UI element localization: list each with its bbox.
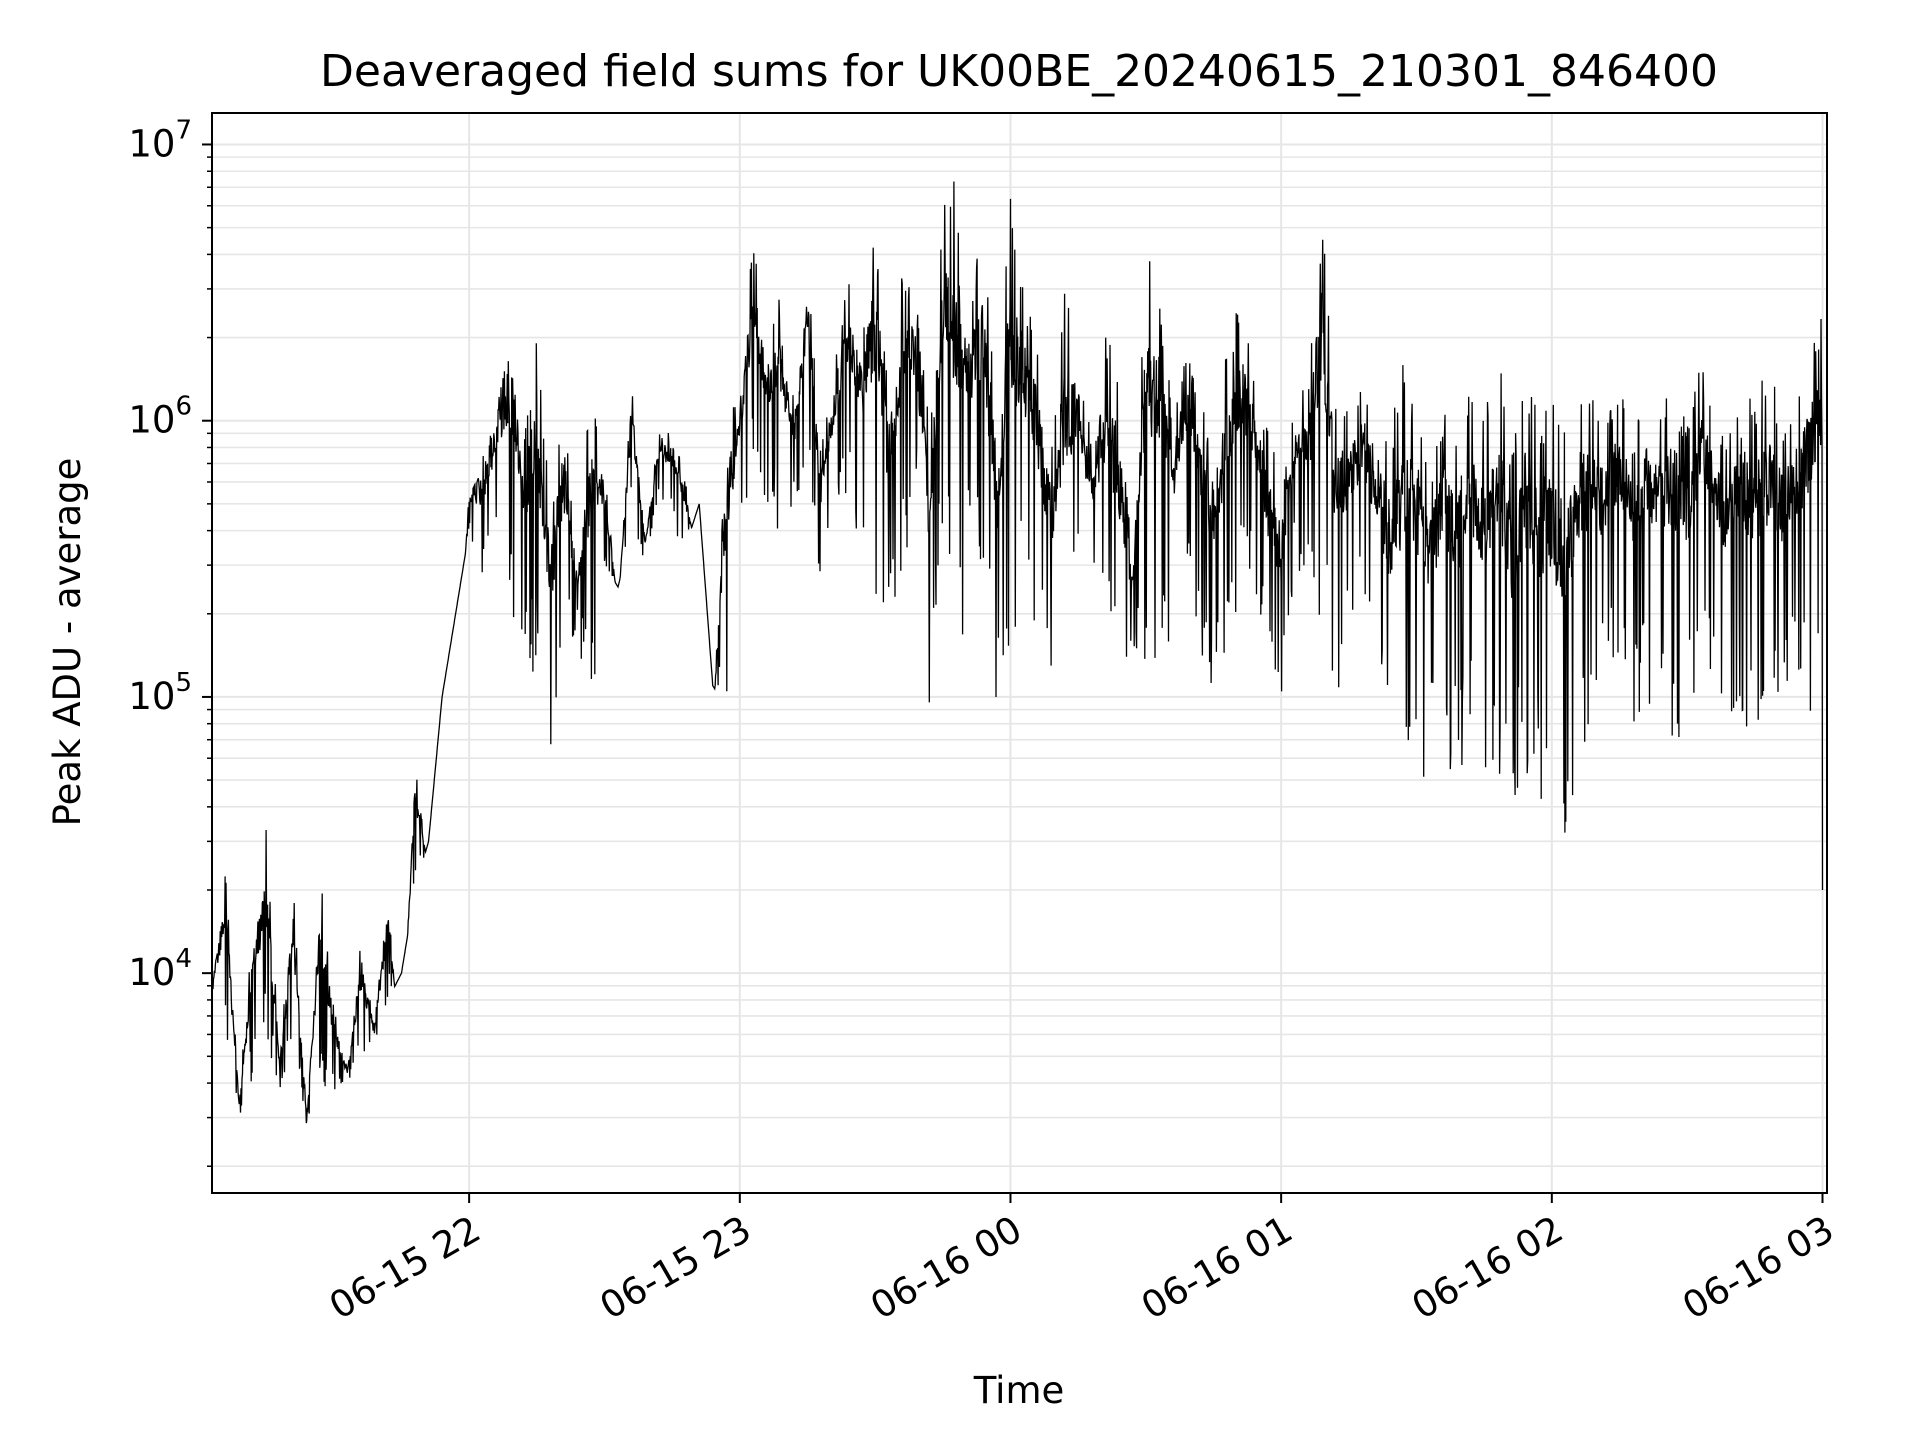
y-axis: 104 105 106 107 bbox=[128, 115, 212, 1167]
y-tick-label: 107 bbox=[128, 115, 192, 165]
y-tick-label: 104 bbox=[128, 944, 192, 994]
data-series bbox=[211, 181, 1824, 1124]
y-tick-label: 105 bbox=[128, 668, 192, 718]
y-axis-label: Peak ADU - average bbox=[46, 458, 89, 827]
x-axis-label: Time bbox=[973, 1369, 1065, 1412]
plot-frame bbox=[211, 112, 1828, 1194]
series-line bbox=[211, 181, 1824, 1124]
y-tick-label: 106 bbox=[128, 392, 192, 442]
chart-title: Deaveraged field sums for UK00BE_2024061… bbox=[320, 46, 1718, 97]
